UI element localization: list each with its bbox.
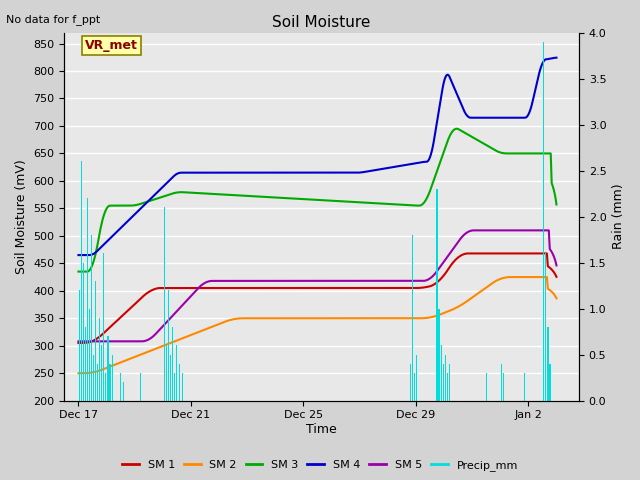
Bar — [95, 281, 96, 401]
Bar — [99, 318, 100, 401]
Legend: SM 1, SM 2, SM 3, SM 4, SM 5, Precip_mm: SM 1, SM 2, SM 3, SM 4, SM 5, Precip_mm — [119, 457, 521, 474]
Bar — [545, 253, 547, 401]
Bar — [524, 373, 525, 401]
Bar — [120, 373, 121, 401]
Bar — [414, 373, 415, 401]
Bar — [166, 346, 167, 401]
Bar — [88, 309, 90, 401]
Bar — [182, 373, 183, 401]
Bar — [547, 327, 548, 401]
Bar — [79, 290, 81, 401]
Bar — [90, 235, 92, 401]
Bar — [111, 355, 113, 401]
Bar — [438, 309, 440, 401]
Bar — [543, 42, 545, 401]
Bar — [109, 364, 111, 401]
Bar — [172, 327, 173, 401]
Bar — [170, 355, 172, 401]
Bar — [445, 355, 446, 401]
Bar — [449, 364, 450, 401]
Bar — [81, 161, 83, 401]
Bar — [416, 355, 417, 401]
X-axis label: Time: Time — [307, 423, 337, 436]
Text: VR_met: VR_met — [85, 39, 138, 52]
Bar — [440, 346, 442, 401]
Bar — [140, 373, 141, 401]
Bar — [179, 364, 180, 401]
Bar — [443, 364, 444, 401]
Y-axis label: Soil Moisture (mV): Soil Moisture (mV) — [15, 159, 28, 274]
Text: No data for f_ppt: No data for f_ppt — [6, 14, 100, 25]
Bar — [503, 373, 504, 401]
Bar — [501, 364, 502, 401]
Bar — [108, 336, 109, 401]
Bar — [97, 364, 98, 401]
Bar — [447, 373, 448, 401]
Y-axis label: Rain (mm): Rain (mm) — [612, 184, 625, 250]
Bar — [174, 373, 175, 401]
Bar — [176, 346, 177, 401]
Bar — [83, 263, 84, 401]
Bar — [436, 189, 438, 401]
Bar — [87, 198, 88, 401]
Bar — [85, 327, 86, 401]
Bar — [486, 373, 487, 401]
Bar — [168, 290, 169, 401]
Bar — [123, 382, 124, 401]
Bar — [105, 373, 106, 401]
Bar — [410, 364, 411, 401]
Bar — [101, 346, 102, 401]
Bar — [412, 235, 413, 401]
Bar — [103, 253, 104, 401]
Title: Soil Moisture: Soil Moisture — [273, 15, 371, 30]
